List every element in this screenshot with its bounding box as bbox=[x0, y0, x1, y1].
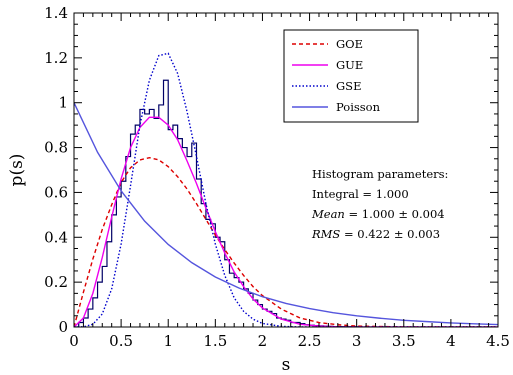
x-tick-label: 1.5 bbox=[203, 332, 227, 350]
series-line-goe bbox=[74, 156, 498, 327]
plot-area bbox=[74, 52, 498, 327]
stats-rms-value: = 0.422 ± 0.003 bbox=[340, 227, 440, 241]
series-line-poisson bbox=[74, 102, 498, 326]
stats-mean: Mean = 1.000 ± 0.004 bbox=[311, 207, 445, 221]
x-tick-label: 3.5 bbox=[392, 332, 416, 350]
x-tick-label: 1 bbox=[163, 332, 173, 350]
y-axis-title: p(s) bbox=[7, 154, 27, 187]
stats-integral: Integral = 1.000 bbox=[312, 187, 409, 201]
axes: 0 0.5 1 1.5 2 2.5 3 3.5 4 4.5 0 0.2 0.4 0.6 0.8 1 1.2 1.4 bbox=[44, 4, 510, 350]
legend-label-goe: GOE bbox=[336, 37, 363, 51]
stats-mean-label: Mean bbox=[311, 207, 345, 221]
x-tick-label: 2 bbox=[258, 332, 268, 350]
x-tick-label: 4 bbox=[446, 332, 456, 350]
legend-label-gse: GSE bbox=[336, 79, 361, 93]
y-tick-label: 0.2 bbox=[44, 273, 68, 291]
x-tick-label: 0 bbox=[69, 332, 79, 350]
legend-label-gue: GUE bbox=[336, 58, 363, 72]
stats-rms: RMS = 0.422 ± 0.003 bbox=[311, 227, 440, 241]
y-tick-label: 0.8 bbox=[44, 139, 68, 157]
y-tick-label: 1.4 bbox=[44, 4, 68, 22]
x-axis-title: s bbox=[282, 355, 291, 375]
y-tick-label: 1 bbox=[58, 94, 68, 112]
stats-title: Histogram parameters: bbox=[312, 167, 448, 181]
stats-box: Histogram parameters: Integral = 1.000 M… bbox=[311, 167, 448, 241]
y-tick-label: 0.4 bbox=[44, 228, 68, 246]
x-tick-label: 0.5 bbox=[109, 332, 133, 350]
series-line-gue bbox=[74, 116, 498, 327]
legend-label-poisson: Poisson bbox=[336, 100, 381, 114]
x-tick-label: 2.5 bbox=[298, 332, 322, 350]
y-tick-label: 1.2 bbox=[44, 49, 68, 67]
y-tick-label: 0.6 bbox=[44, 183, 68, 201]
y-tick-label: 0 bbox=[58, 318, 68, 336]
stats-mean-value: = 1.000 ± 0.004 bbox=[345, 207, 445, 221]
x-tick-label: 4.5 bbox=[486, 332, 510, 350]
x-tick-label: 3 bbox=[352, 332, 362, 350]
legend: GOE GUE GSE Poisson bbox=[283, 29, 419, 123]
stats-rms-label: RMS bbox=[311, 227, 340, 241]
